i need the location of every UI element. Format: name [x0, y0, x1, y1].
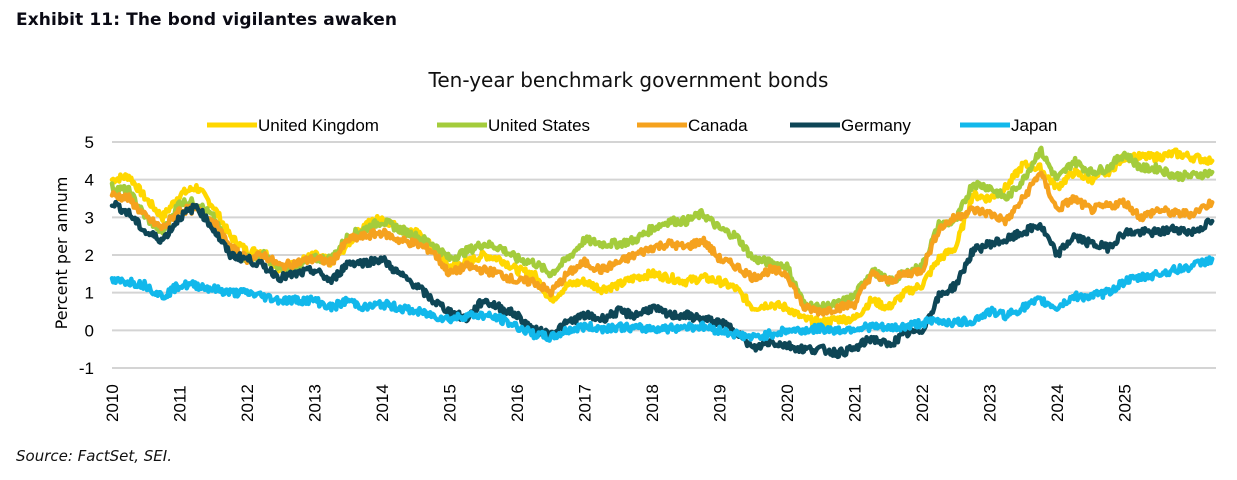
x-tick-label: 2023 [981, 384, 1000, 422]
x-tick-label: 2020 [778, 384, 797, 422]
y-tick-label: -1 [79, 359, 94, 378]
y-tick-label: 4 [85, 171, 94, 190]
series-line-united-states [109, 145, 1215, 314]
x-tick-label: 2024 [1048, 384, 1067, 422]
x-tick-label: 2018 [643, 384, 662, 422]
x-tick-label: 2021 [846, 384, 865, 422]
legend-label: Canada [688, 116, 748, 135]
legend-label: Germany [841, 116, 911, 135]
x-tick-label: 2016 [508, 384, 527, 422]
y-tick-label: 1 [85, 284, 94, 303]
x-tick-label: 2010 [103, 384, 122, 422]
x-tick-label: 2017 [576, 384, 595, 422]
series-lines [109, 145, 1215, 360]
x-axis-ticks: 2010 2011 2012 2013 2014 2015 2016 2017 2018 2019… [103, 384, 1135, 422]
legend-label: Japan [1011, 116, 1057, 135]
series-line-japan [109, 255, 1215, 343]
series-line-canada [109, 170, 1215, 317]
source-note: Source: FactSet, SEI. [16, 447, 172, 465]
series-line-germany [109, 199, 1215, 360]
legend-label: United States [488, 116, 590, 135]
chart-title: Ten-year benchmark government bonds [428, 68, 829, 92]
y-tick-label: 3 [85, 208, 94, 227]
legend-label: United Kingdom [258, 116, 379, 135]
x-tick-label: 2012 [238, 384, 257, 422]
x-tick-label: 2015 [441, 384, 460, 422]
y-axis-title: Percent per annum [52, 177, 71, 330]
y-tick-label: 5 [85, 133, 94, 152]
x-tick-label: 2022 [913, 384, 932, 422]
y-tick-label: 0 [85, 321, 94, 340]
x-tick-label: 2013 [306, 384, 325, 422]
x-tick-label: 2025 [1116, 384, 1135, 422]
legend: United Kingdom United States Canada Germany… [207, 116, 1057, 135]
y-tick-label: 2 [85, 246, 94, 265]
y-axis-ticks: 5 4 3 2 1 0 -1 [79, 133, 94, 378]
x-tick-label: 2011 [171, 385, 190, 422]
x-tick-label: 2019 [711, 384, 730, 422]
x-tick-label: 2014 [373, 384, 392, 422]
exhibit-title: Exhibit 11: The bond vigilantes awaken [16, 10, 398, 30]
